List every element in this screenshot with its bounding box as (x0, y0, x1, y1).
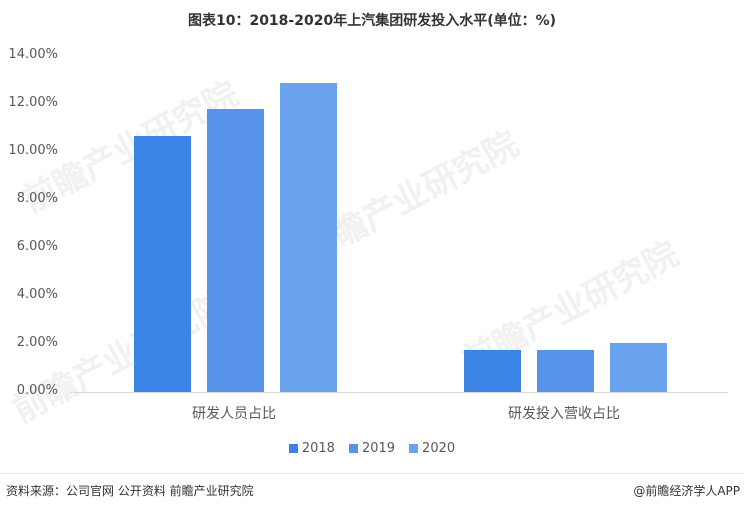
x-axis-line (70, 392, 728, 393)
y-tick-label: 10.00% (8, 143, 58, 158)
legend-item-2019: 2019 (348, 441, 396, 456)
bar-2020 (610, 343, 667, 392)
credit-note: @前瞻经济学人APP (633, 484, 740, 498)
category-label-revenue: 研发投入营收占比 (508, 406, 620, 422)
source-note: 资料来源：公司官网 公开资料 前瞻产业研究院 (6, 484, 254, 498)
bar-2019 (207, 109, 264, 392)
category-label-personnel: 研发人员占比 (192, 406, 276, 422)
bar-2018 (464, 350, 521, 392)
chart-title: 图表10：2018-2020年上汽集团研发投入水平(单位：%) (187, 13, 557, 29)
legend-label: 2018 (301, 441, 335, 456)
y-tick-label: 8.00% (16, 191, 58, 206)
y-tick-label: 12.00% (8, 95, 58, 110)
legend-item-2018: 2018 (288, 441, 335, 456)
y-tick-label: 6.00% (16, 239, 58, 254)
y-tick-label: 0.00% (16, 383, 58, 398)
y-tick-label: 2.00% (16, 335, 58, 350)
legend-swatch-icon (409, 444, 419, 453)
legend-swatch-icon (348, 444, 358, 453)
y-tick-label: 4.00% (16, 287, 58, 302)
legend: 2018 2019 2020 (0, 441, 744, 456)
bar-2019 (537, 350, 594, 392)
legend-swatch-icon (288, 444, 298, 453)
y-tick-label: 14.00% (8, 47, 58, 62)
legend-label: 2019 (361, 441, 396, 456)
footer-divider (0, 473, 744, 474)
bar-2018 (134, 135, 191, 392)
plot-area: 前瞻产业研究院 前瞻产业研究院 前瞻产业研究院 前瞻产业研究院 0.00% 2.0… (6, 47, 728, 431)
legend-item-2020: 2020 (409, 441, 455, 456)
bar-2020 (280, 82, 337, 392)
legend-label: 2020 (422, 441, 456, 456)
